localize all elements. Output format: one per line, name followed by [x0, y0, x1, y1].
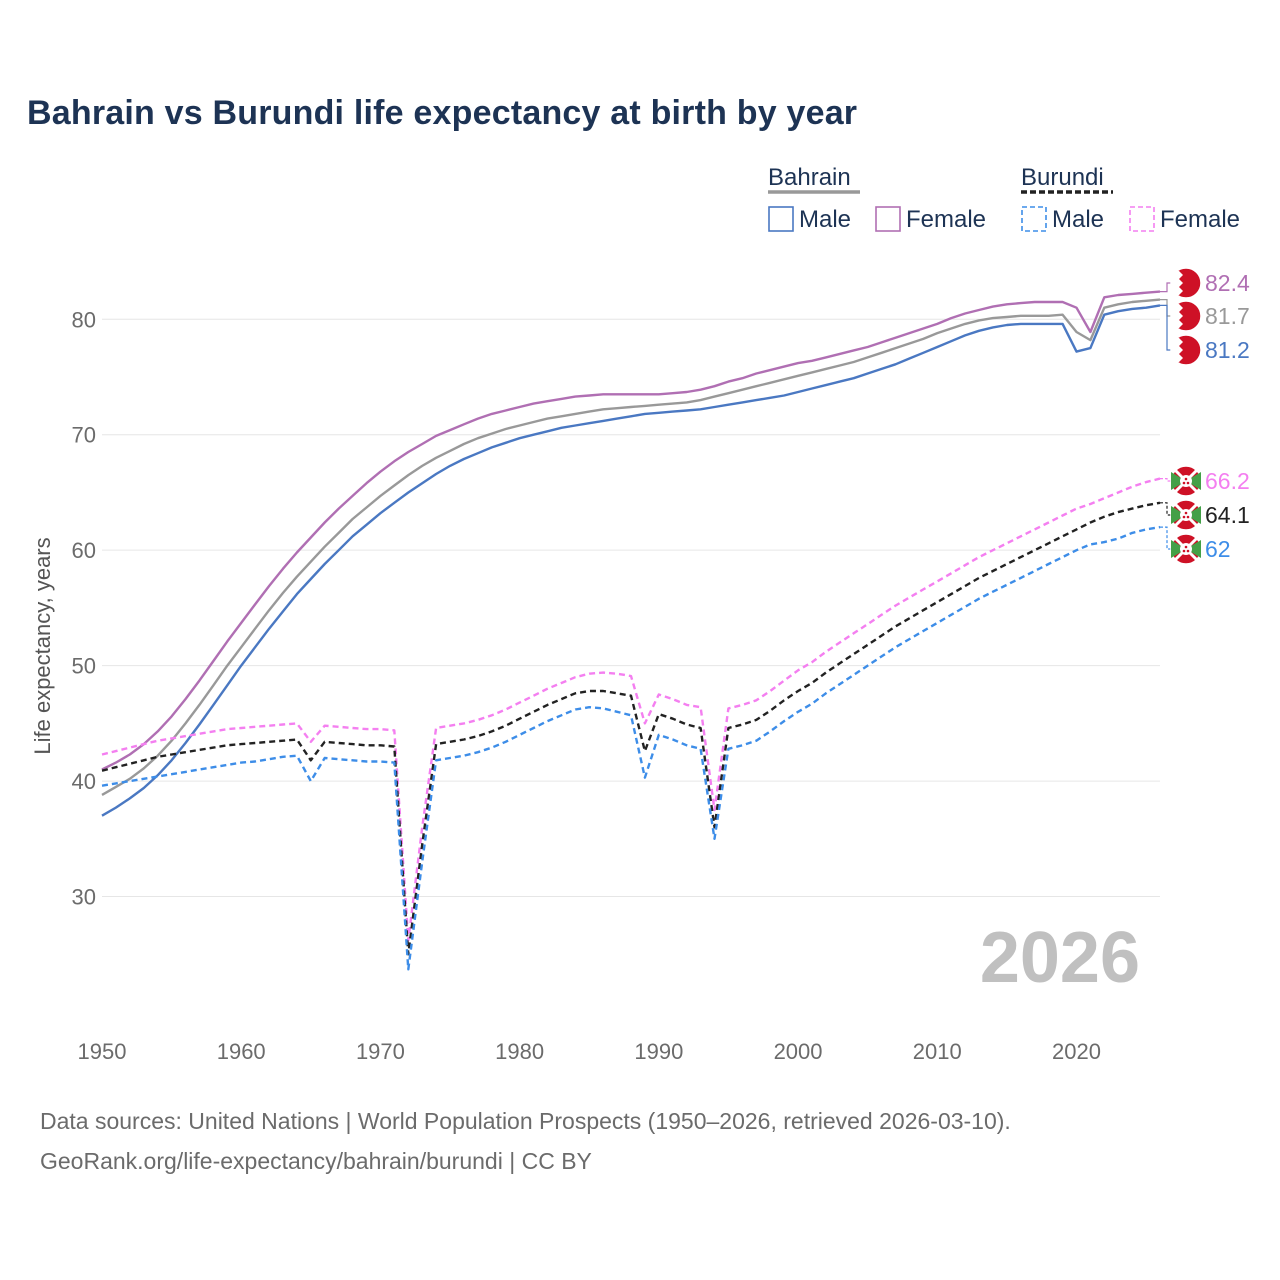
- legend-label[interactable]: Female: [906, 206, 986, 233]
- x-tick-label: 1950: [78, 1039, 127, 1064]
- end-value-label: 81.7: [1205, 303, 1250, 329]
- series-line-bahrain-female: [101, 290, 1161, 771]
- burundi-flag-icon: [1170, 533, 1202, 565]
- end-value-label: 82.4: [1205, 270, 1250, 296]
- flag-star: [1186, 549, 1190, 553]
- x-tick-label: 2000: [774, 1039, 823, 1064]
- legend-group-burundi[interactable]: Burundi: [1021, 164, 1104, 191]
- flag-green-left: [1171, 540, 1186, 558]
- y-tick-label: 50: [72, 654, 96, 679]
- legend-swatch-bahrain-female[interactable]: [875, 206, 901, 232]
- flag-star: [1186, 515, 1190, 519]
- x-tick-label: 1960: [217, 1039, 266, 1064]
- data-source-link[interactable]: GeoRank.org/life-expectancy/bahrain/buru…: [40, 1148, 592, 1174]
- bahrain-flag-icon: [1170, 267, 1202, 299]
- legend-label[interactable]: Male: [799, 206, 851, 233]
- flag-green-left: [1171, 472, 1186, 490]
- bahrain-flag-icon: [1170, 334, 1202, 366]
- series-line-burundi-total: [101, 501, 1161, 956]
- flag-green-right: [1186, 540, 1201, 558]
- legend-label[interactable]: Female: [1160, 206, 1240, 233]
- legend[interactable]: Bahrain Male Female Burundi Male Female: [768, 164, 1240, 233]
- flag-star: [1182, 515, 1186, 519]
- flag-green-right: [1186, 506, 1201, 524]
- flag-center-disc: [1180, 543, 1192, 555]
- legend-swatch-bahrain-male[interactable]: [768, 206, 794, 232]
- flag-star: [1182, 481, 1186, 485]
- flag-star: [1186, 481, 1190, 485]
- x-axis-ticks: 1950 1960 1970 1980 1990 2000 2010 2020: [78, 1039, 1101, 1064]
- x-tick-label: 2020: [1052, 1039, 1101, 1064]
- flag-green-right: [1186, 472, 1201, 490]
- x-tick-label: 1970: [356, 1039, 405, 1064]
- flag-star: [1184, 545, 1188, 549]
- flag-star: [1182, 549, 1186, 553]
- series-lines: [101, 290, 1161, 971]
- x-tick-label: 1980: [495, 1039, 544, 1064]
- year-watermark: 2026: [980, 918, 1140, 998]
- y-axis-title: Life expectancy, years: [30, 537, 55, 754]
- burundi-flag-icon: [1170, 465, 1202, 497]
- chart-title: Bahrain vs Burundi life expectancy at bi…: [27, 94, 858, 132]
- x-tick-label: 1990: [634, 1039, 683, 1064]
- x-tick-label: 2010: [913, 1039, 962, 1064]
- end-value-label: 62: [1205, 536, 1231, 562]
- legend-swatch-burundi-female[interactable]: [1129, 206, 1155, 232]
- flag-center-disc: [1180, 475, 1192, 487]
- y-tick-label: 70: [72, 423, 96, 448]
- flag-star: [1184, 477, 1188, 481]
- data-source-text: Data sources: United Nations | World Pop…: [40, 1108, 1011, 1134]
- y-tick-label: 30: [72, 885, 96, 910]
- burundi-flag-icon: [1170, 499, 1202, 531]
- flag-green-left: [1171, 506, 1186, 524]
- series-line-bahrain-male: [101, 304, 1161, 817]
- flag-white-band: [1171, 338, 1183, 362]
- series-line-burundi-female: [101, 477, 1161, 942]
- legend-group-bahrain[interactable]: Bahrain: [768, 164, 851, 191]
- series-line-bahrain-total: [101, 298, 1161, 796]
- end-labels: 82.4 81.7 81.2 66.2 64.1 62: [1160, 267, 1250, 565]
- legend-swatch-burundi-male[interactable]: [1021, 206, 1047, 232]
- legend-label[interactable]: Male: [1052, 206, 1104, 233]
- end-value-label: 81.2: [1205, 337, 1250, 363]
- y-tick-label: 60: [72, 538, 96, 563]
- flag-white-band: [1171, 271, 1183, 295]
- end-value-label: 66.2: [1205, 468, 1250, 494]
- y-tick-label: 80: [72, 307, 96, 332]
- y-tick-label: 40: [72, 769, 96, 794]
- flag-white-band: [1171, 304, 1183, 328]
- flag-center-disc: [1180, 509, 1192, 521]
- flag-star: [1184, 511, 1188, 515]
- y-axis-ticks: 30 40 50 60 70 80: [72, 307, 96, 909]
- bahrain-flag-icon: [1170, 300, 1202, 332]
- end-value-label: 64.1: [1205, 502, 1250, 528]
- series-line-burundi-male: [101, 525, 1161, 971]
